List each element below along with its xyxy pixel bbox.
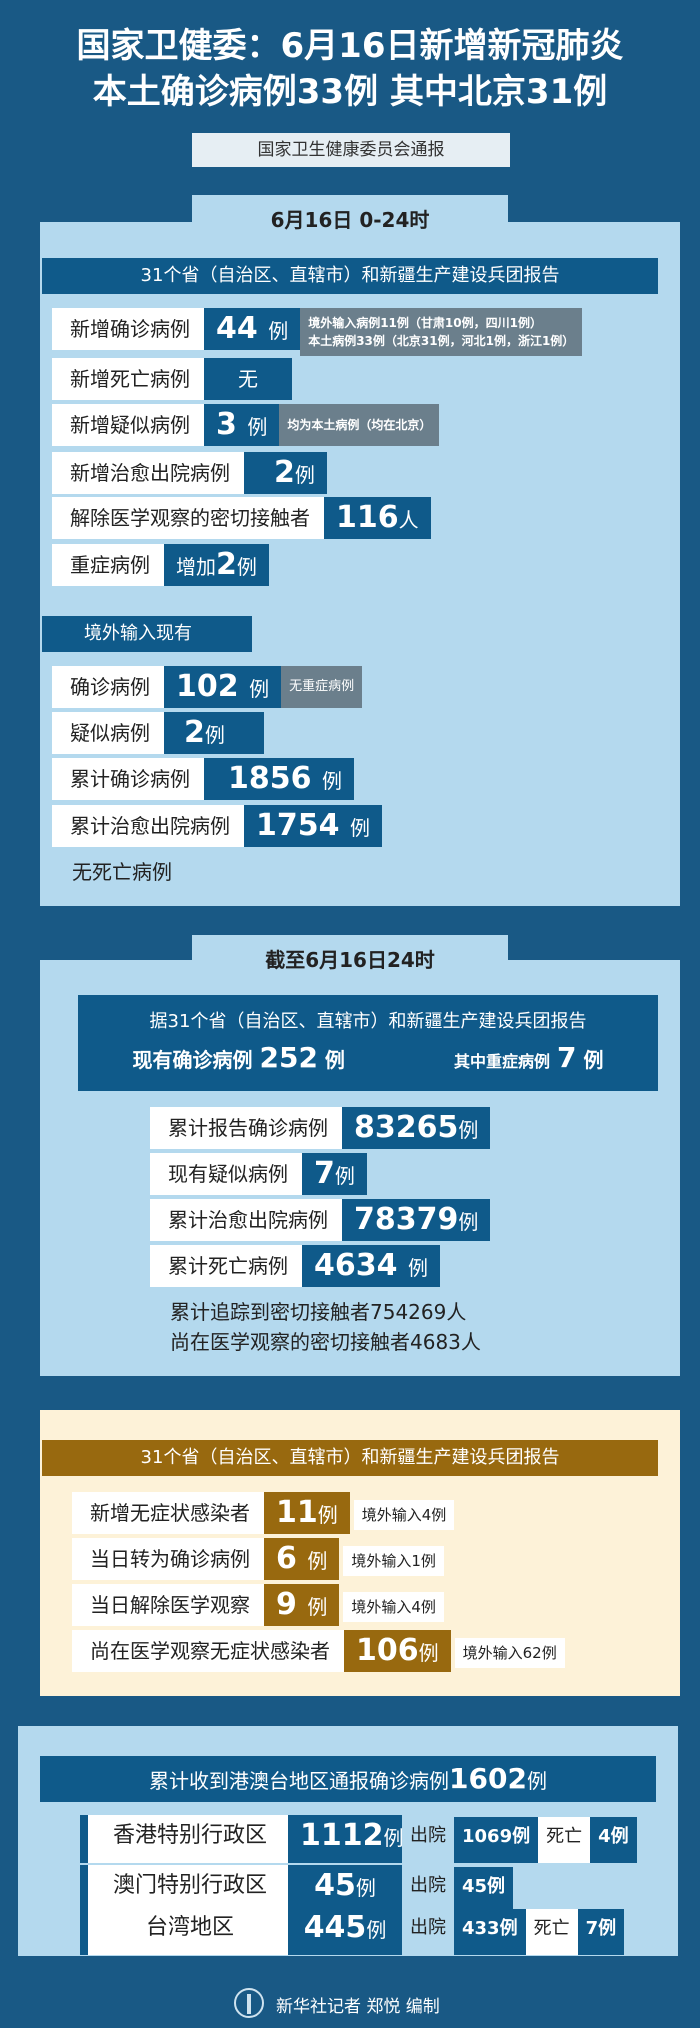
title-line-1: 国家卫健委：6月16日新增新冠肺炎 (76, 26, 624, 66)
row-imported-total: 累计确诊病例 1856 例 (52, 758, 354, 800)
row-released-contacts: 解除医学观察的密切接触者 116人 (52, 497, 431, 539)
observing-contacts: 尚在医学观察的密切接触者4683人 (170, 1330, 481, 1354)
daily-report-bar: 31个省（自治区、直辖市）和新疆生产建设兵团报告 (42, 258, 658, 294)
row-current-suspected: 现有疑似病例 7例 (150, 1153, 367, 1195)
row-hong-kong: 香港特别行政区 1112例 出院 1069例 死亡 4例 (80, 1815, 637, 1863)
hmt-title-bar: 累计收到港澳台地区通报确诊病例1602例 (40, 1756, 656, 1802)
row-total-discharged: 累计治愈出院病例 78379例 (150, 1199, 491, 1241)
row-new-death: 新增死亡病例 无 (52, 358, 292, 400)
row-new-suspected: 新增疑似病例 3 例 均为本土病例（均在北京） (52, 404, 440, 446)
row-new-asymptomatic: 新增无症状感染者 11例 境外输入4例 (72, 1492, 455, 1534)
row-released-asymptomatic: 当日解除医学观察 9 例 境外输入4例 (72, 1584, 444, 1626)
row-observing-asymptomatic: 尚在医学观察无症状感染者 106例 境外输入62例 (72, 1630, 565, 1672)
row-imported-confirmed: 确诊病例 102 例 无重症病例 (52, 666, 363, 708)
current-confirmed: 现有确诊病例 252 例 (132, 1041, 345, 1074)
traced-contacts: 累计追踪到密切接触者754269人 (170, 1300, 467, 1324)
row-new-confirmed: 新增确诊病例 44 例 境外输入病例11例（甘肃10例，四川1例） 本土病例33例… (52, 308, 583, 356)
title-line-2: 本土确诊病例33例 其中北京31例 (92, 72, 608, 112)
no-death-text: 无死亡病例 (72, 860, 172, 884)
row-imported-suspected: 疑似病例 2例 (52, 712, 264, 754)
row-converted: 当日转为确诊病例 6 例 境外输入1例 (72, 1538, 444, 1580)
row-taiwan: 台湾地区 445例 出院 433例 死亡 7例 (80, 1907, 625, 1955)
row-new-discharged: 新增治愈出院病例 2例 (52, 452, 327, 494)
footer-credit: 新华社记者 郑悦 编制 (276, 1997, 440, 2017)
source-label: 国家卫生健康委员会通报 (192, 133, 510, 167)
row-macao: 澳门特别行政区 45例 出院 45例 (80, 1865, 514, 1913)
asymptomatic-report-bar: 31个省（自治区、直辖市）和新疆生产建设兵团报告 (42, 1440, 658, 1476)
row-imported-discharged: 累计治愈出院病例 1754 例 (52, 805, 382, 847)
row-total-death: 累计死亡病例 4634 例 (150, 1245, 440, 1287)
row-severe: 重症病例 增加2例 (52, 544, 269, 586)
current-severe: 其中重症病例 7 例 (454, 1041, 604, 1074)
cumulative-report-bar: 据31个省（自治区、直辖市）和新疆生产建设兵团报告 现有确诊病例 252 例 其… (78, 995, 658, 1091)
daily-tab: 6月16日 0-24时 (192, 195, 508, 245)
xinhua-logo-icon (234, 1988, 264, 2018)
cumulative-tab: 截至6月16日24时 (192, 935, 508, 985)
imported-title: 境外输入现有 (42, 616, 252, 652)
row-total-confirmed: 累计报告确诊病例 83265例 (150, 1107, 491, 1149)
